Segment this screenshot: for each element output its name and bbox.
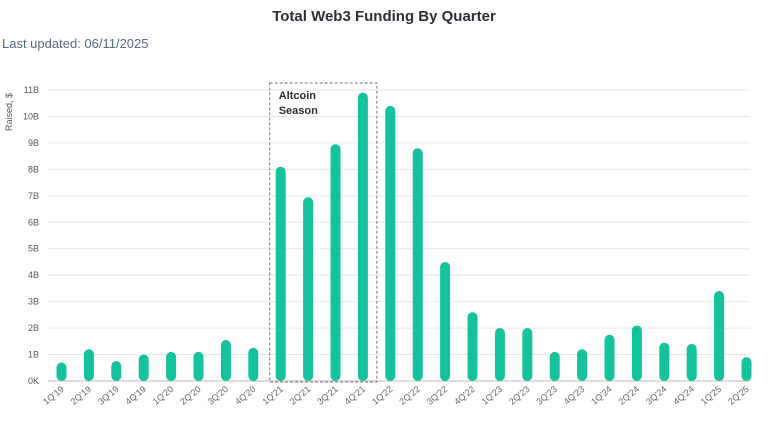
bar [385,105,396,381]
bar [412,148,423,381]
x-tick-label: 1Q'19 [41,384,66,407]
y-axis-ticks: 0K 1B 2B 3B 4B 5B 6B 7B 8B 9B 10B 11B [23,85,39,386]
y-tick-label: 1B [28,350,39,360]
x-tick-label: 1Q'23 [480,384,505,407]
bar [577,349,588,381]
x-tick-label: 4Q'24 [671,384,696,407]
bar [604,334,615,381]
bar [330,144,341,381]
x-tick-label: 2Q'19 [69,384,94,407]
bar [549,351,560,381]
x-tick-label: 1Q'25 [699,384,724,407]
y-tick-label: 2B [28,323,39,333]
bar [686,343,697,381]
gridlines [48,89,750,382]
bars [56,92,752,382]
x-tick-label: 2Q'21 [288,384,313,407]
bar [166,351,177,381]
bar [83,349,94,381]
bar [138,354,149,381]
x-tick-label: 1Q'22 [370,384,395,407]
y-tick-label: 3B [28,297,39,307]
bar [440,261,451,381]
x-tick-label: 2Q'24 [617,384,642,407]
x-tick-label: 4Q'19 [123,384,148,407]
bar [714,291,725,381]
bar [741,357,752,381]
y-tick-label: 8B [28,164,39,174]
x-tick-label: 3Q'24 [644,384,669,407]
bar [467,312,478,381]
annotation-label: Season [279,105,318,117]
x-tick-label: 2Q'22 [397,384,422,407]
y-tick-label: 0K [28,376,39,386]
y-tick-label: 10B [23,111,39,121]
bar [193,351,204,381]
y-tick-label: 6B [28,217,39,227]
x-tick-label: 1Q'24 [589,384,614,407]
bar [111,361,122,381]
y-tick-label: 9B [28,138,39,148]
x-tick-label: 2Q'23 [507,384,532,407]
bar [357,92,368,382]
x-tick-label: 4Q'20 [233,384,258,407]
altcoin-season-annotation: Altcoin Season [269,82,378,383]
y-tick-label: 7B [28,191,39,201]
x-tick-label: 3Q'22 [425,384,450,407]
bar [659,342,670,381]
x-tick-label: 1Q'20 [151,384,176,407]
bar [248,347,259,381]
last-updated-text: Last updated: 06/11/2025 [2,36,149,51]
bar [56,362,67,381]
x-tick-label: 2Q'25 [726,384,751,407]
chart-title: Total Web3 Funding By Quarter [272,8,496,25]
x-tick-label: 4Q'22 [452,384,477,407]
x-tick-label: 4Q'23 [562,384,587,407]
x-tick-label: 3Q'19 [96,384,121,407]
bar [275,166,286,381]
bar [522,328,533,381]
annotation-box [269,82,378,383]
x-axis-ticks: 1Q'19 2Q'19 3Q'19 4Q'19 1Q'20 2Q'20 3Q'20 4Q'20… [41,384,751,407]
bar [220,339,231,381]
y-tick-label: 5B [28,244,39,254]
x-tick-label: 3Q'23 [534,384,559,407]
y-tick-label: 4B [28,270,39,280]
x-tick-label: 2Q'20 [178,384,203,407]
bar [303,197,314,381]
bar [494,328,505,381]
y-axis-label: Raised, $ [4,93,14,131]
x-tick-label: 3Q'20 [206,384,231,407]
y-tick-label: 11B [24,85,39,95]
bar [631,325,642,381]
x-tick-label: 3Q'21 [315,384,340,407]
x-tick-label: 4Q'21 [343,384,368,407]
annotation-label: Altcoin [279,90,317,102]
x-tick-label: 1Q'21 [260,384,285,407]
